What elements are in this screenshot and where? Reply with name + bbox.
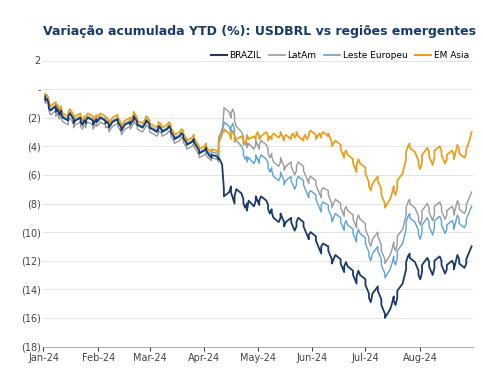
Legend: BRAZIL, LatAm, Leste Europeu, EM Asia: BRAZIL, LatAm, Leste Europeu, EM Asia (211, 51, 469, 60)
Text: Variação acumulada YTD (%): USDBRL vs regiões emergentes: Variação acumulada YTD (%): USDBRL vs re… (43, 25, 476, 38)
